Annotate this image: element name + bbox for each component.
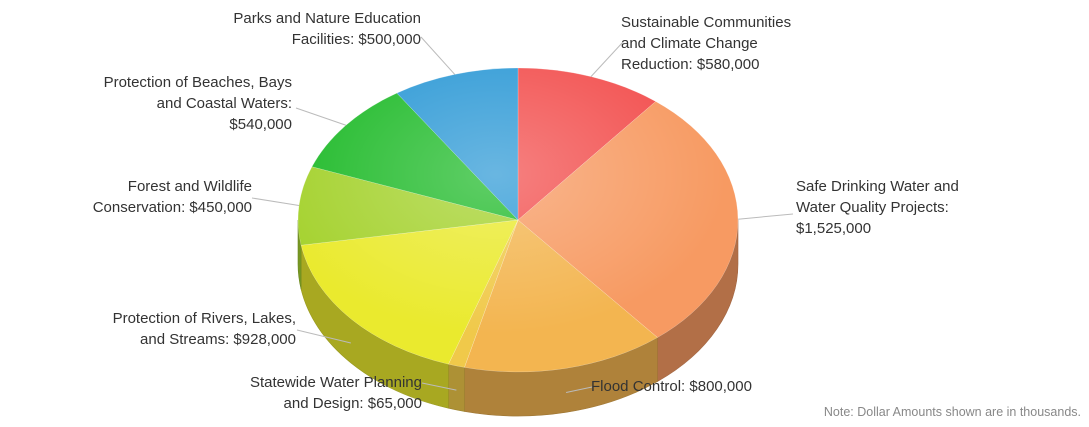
leader-line-1 <box>590 41 624 77</box>
leader-line-7 <box>295 107 347 126</box>
pie-side-4 <box>448 363 465 412</box>
leader-line-4 <box>421 382 457 391</box>
slice-label-3: Flood Control: $800,000 <box>591 378 752 395</box>
pie-shine <box>298 68 738 372</box>
slice-label-2: Safe Drinking Water and Water Quality Pr… <box>796 178 959 237</box>
leader-line-6 <box>251 197 300 206</box>
leader-line-2 <box>737 213 794 220</box>
leader-line-5 <box>296 329 351 344</box>
slice-label-7: Protection of Beaches, Bays and Coastal … <box>103 74 292 133</box>
slice-label-1: Sustainable Communities and Climate Chan… <box>621 14 792 73</box>
slice-label-8: Parks and Nature Education Facilities: $… <box>233 10 421 48</box>
leader-line-8 <box>420 36 456 75</box>
label-leader-lines <box>251 36 794 394</box>
pie-top-faces <box>297 67 739 373</box>
slice-label-4: Statewide Water Planning and Design: $65… <box>249 374 422 412</box>
slice-label-5: Protection of Rivers, Lakes, and Streams… <box>112 310 296 348</box>
chart-note: Note: Dollar Amounts shown are in thousa… <box>823 405 1081 419</box>
leader-line-3 <box>565 386 593 394</box>
slice-label-6: Forest and Wildlife Conservation: $450,0… <box>92 178 252 216</box>
